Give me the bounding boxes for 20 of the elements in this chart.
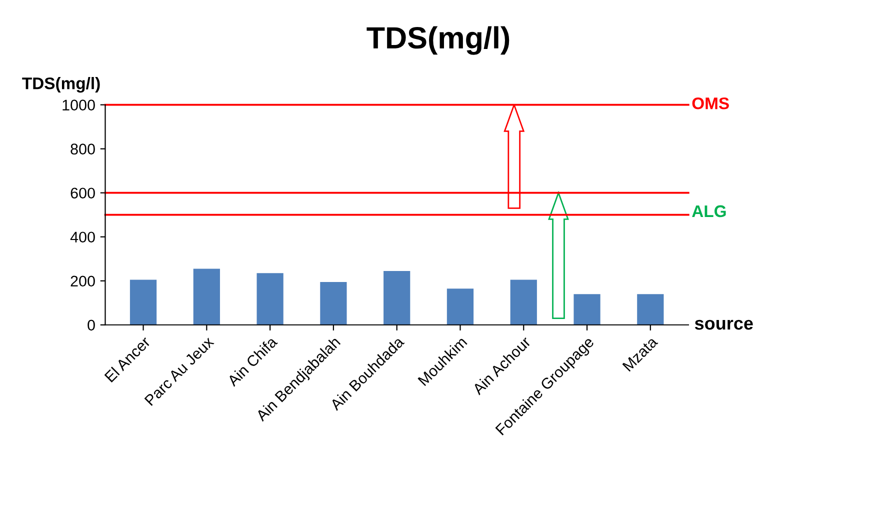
x-axis-title: source — [694, 320, 753, 330]
bar — [384, 270, 410, 325]
y-tick-label: 0 — [88, 320, 95, 331]
bar — [446, 288, 474, 325]
bar — [510, 280, 537, 325]
y-tick-label: 200 — [70, 276, 95, 287]
bar — [256, 273, 284, 325]
y-tick-label: 1000 — [62, 100, 95, 110]
chart-title: TDS(mg/l) — [366, 26, 510, 55]
y-axis-title: TDS(mg/l) — [22, 77, 100, 93]
y-tick-label: 800 — [70, 144, 95, 154]
bar — [193, 268, 220, 325]
bar — [637, 294, 664, 325]
ref-line-label: OMS — [692, 97, 729, 110]
bar — [130, 280, 157, 325]
bar — [574, 294, 600, 325]
y-tick-label: 600 — [70, 188, 95, 199]
bar — [320, 282, 347, 325]
ref-line-label: ALG — [692, 205, 726, 218]
y-tick-label: 400 — [70, 232, 95, 243]
